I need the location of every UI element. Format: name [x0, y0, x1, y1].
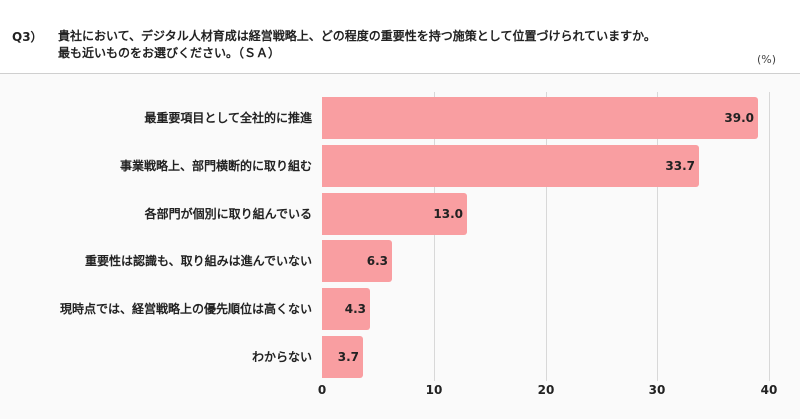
- bar-row: 最重要項目として全社的に推進 39.0: [0, 97, 800, 139]
- bar-row: 重要性は認識も、取り組みは進んでいない 6.3: [0, 240, 800, 282]
- category-label: わからない: [251, 350, 312, 364]
- x-tick-label: 30: [648, 383, 666, 397]
- question-number: Q3）: [12, 30, 43, 44]
- gridline: [546, 92, 547, 381]
- bar: 3.7: [322, 336, 363, 378]
- question-line-1: 貴社において、デジタル人材育成は経営戦略上、どの程度の重要性を持つ施策として位置…: [58, 29, 656, 43]
- bar-row: 各部門が個別に取り組んでいる 13.0: [0, 193, 800, 235]
- category-label: 重要性は認識も、取り組みは進んでいない: [84, 254, 312, 268]
- question-text: 貴社において、デジタル人材育成は経営戦略上、どの程度の重要性を持つ施策として位置…: [58, 28, 778, 62]
- gridline: [769, 92, 770, 381]
- bar-value-label: 39.0: [724, 111, 754, 125]
- bar-row: 事業戦略上、部門横断的に取り組む 33.7: [0, 145, 800, 187]
- category-label: 現時点では、経営戦略上の優先順位は高くない: [59, 302, 312, 316]
- question-line-2: 最も近いものをお選びください。（ＳＡ）: [58, 46, 281, 60]
- bar-value-label: 4.3: [344, 302, 366, 316]
- x-tick-label: 0: [317, 383, 327, 397]
- bar-value-label: 3.7: [337, 350, 359, 364]
- bar: 39.0: [322, 97, 758, 139]
- category-label: 各部門が個別に取り組んでいる: [144, 207, 312, 221]
- bar-value-label: 13.0: [433, 207, 463, 221]
- unit-label: (%): [756, 53, 776, 66]
- bar-row: 現時点では、経営戦略上の優先順位は高くない 4.3: [0, 288, 800, 330]
- bar: 33.7: [322, 145, 699, 187]
- header-divider: [0, 73, 800, 74]
- category-label: 最重要項目として全社的に推進: [144, 111, 312, 125]
- bar: 13.0: [322, 193, 467, 235]
- gridline: [434, 92, 435, 381]
- bar-row: わからない 3.7: [0, 336, 800, 378]
- bar-value-label: 33.7: [665, 159, 695, 173]
- bar: 6.3: [322, 240, 392, 282]
- category-label: 事業戦略上、部門横断的に取り組む: [119, 159, 312, 173]
- bar-value-label: 6.3: [366, 254, 388, 268]
- x-tick-label: 20: [537, 383, 555, 397]
- x-tick-label: 10: [425, 383, 443, 397]
- question-header: Q3） 貴社において、デジタル人材育成は経営戦略上、どの程度の重要性を持つ施策と…: [0, 0, 800, 73]
- bar: 4.3: [322, 288, 370, 330]
- x-tick-label: 40: [760, 383, 778, 397]
- gridline: [657, 92, 658, 381]
